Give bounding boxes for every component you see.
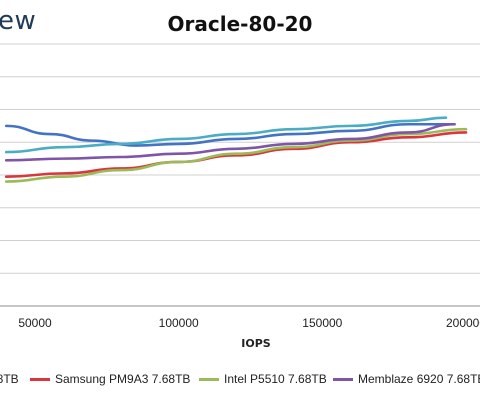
legend-label: Memblaze 6920 7.68TB (358, 372, 480, 386)
legend-item: Samsung PM9A3 7.68TB (30, 372, 190, 386)
legend-label: Intel P5510 7.68TB (224, 372, 327, 386)
legend-item: Memblaze 6920 7.68TB (333, 372, 480, 386)
legend-swatch (333, 377, 353, 381)
legend-swatch (30, 377, 50, 381)
series-line-2 (4, 127, 468, 183)
x-tick-label: 200000 (446, 316, 480, 330)
legend-item: Intel P5510 7.68TB (199, 372, 327, 386)
series-line-4 (4, 116, 448, 154)
series-line-3 (4, 122, 456, 162)
logo-fragment: ew (0, 6, 37, 36)
legend-label: Samsung PM9A3 7.68TB (55, 372, 191, 386)
x-tick-label: 50000 (18, 316, 52, 330)
series-lines (4, 116, 468, 183)
legend-item: 7.68TB (0, 372, 19, 386)
legend-label: 7.68TB (0, 372, 19, 386)
x-tick-label: 100000 (159, 316, 199, 330)
x-tick-label: 150000 (302, 316, 342, 330)
chart-title: Oracle-80-20 (167, 12, 313, 36)
legend-swatch (199, 377, 219, 381)
gridlines (0, 43, 480, 307)
x-tick-labels: 50000 100000 150000 200000 (18, 316, 480, 330)
series-line-0 (4, 122, 456, 147)
series-line-1 (4, 131, 468, 178)
legend: 7.68TB Samsung PM9A3 7.68TB Intel P5510 7.… (0, 372, 480, 390)
x-axis-label: IOPS (241, 337, 271, 350)
